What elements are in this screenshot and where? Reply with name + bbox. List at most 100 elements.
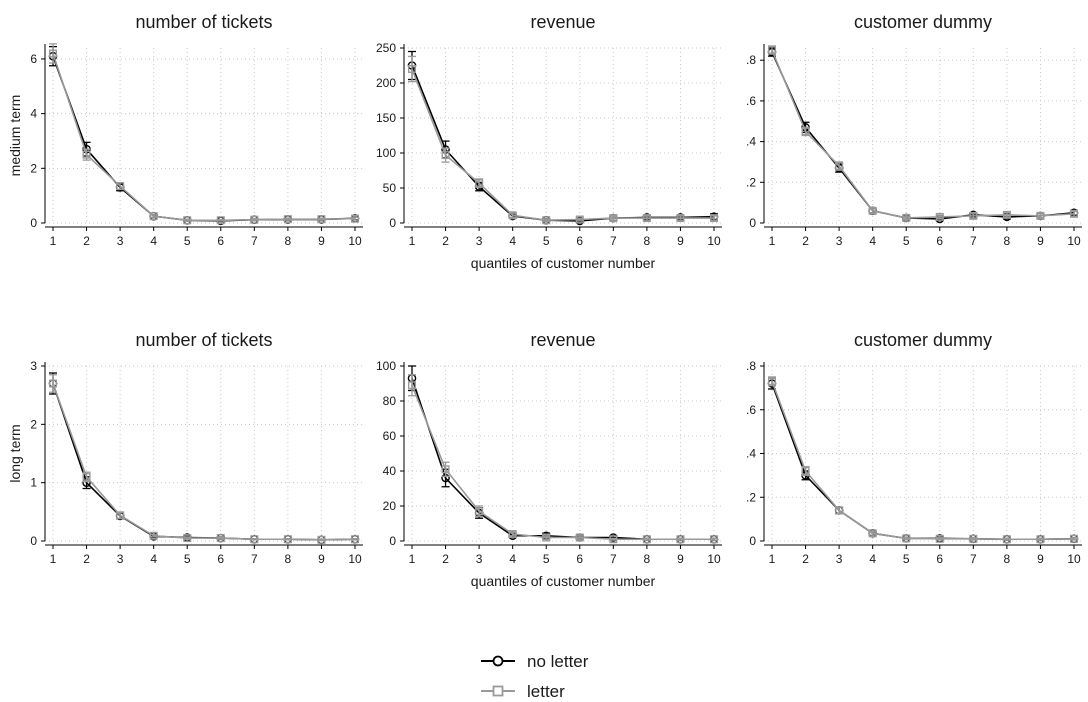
y-tick-label: 3 — [30, 359, 37, 373]
x-tick-label: 2 — [83, 234, 90, 248]
panel-3: 0 .2 .4 .6 .8 1 2 3 4 5 6 7 8 9 10 customer dummy — [746, 12, 1082, 248]
x-tick-label: 7 — [970, 552, 977, 566]
data-point-letter — [317, 535, 326, 544]
x-tick-label: 1 — [409, 552, 416, 566]
x-tick-label: 10 — [1067, 234, 1081, 248]
x-tick-label: 10 — [1067, 552, 1081, 566]
y-tick-label: 200 — [376, 76, 396, 90]
series-line-no-letter — [52, 383, 356, 541]
data-point-letter — [676, 214, 685, 223]
y-tick-label: 2 — [30, 417, 37, 431]
series-line-letter — [411, 384, 714, 541]
data-point-letter — [609, 535, 618, 544]
data-point-letter — [969, 211, 978, 220]
y-tick-label: 0 — [30, 534, 37, 548]
x-tick-label: 5 — [184, 234, 191, 248]
x-tick-label: 4 — [150, 234, 157, 248]
data-point-letter — [1069, 534, 1078, 543]
data-point-letter — [216, 534, 225, 543]
data-point-letter — [475, 507, 484, 516]
data-point-letter — [542, 533, 551, 542]
x-tick-label: 1 — [50, 234, 57, 248]
legend-label: no letter — [527, 652, 589, 671]
y-tick-label: 6 — [30, 52, 37, 66]
data-point-letter — [642, 535, 651, 544]
panel-title: number of tickets — [135, 330, 272, 350]
x-tick-label: 7 — [610, 234, 617, 248]
data-point-letter — [542, 216, 551, 225]
x-tick-label: 10 — [707, 552, 721, 566]
data-point-letter — [575, 215, 584, 224]
y-tick-label: 80 — [383, 394, 397, 408]
data-point-letter — [1002, 535, 1011, 544]
data-point-letter — [508, 211, 517, 220]
x-tick-label: 3 — [117, 552, 124, 566]
series-line-letter — [411, 68, 714, 222]
y-tick-label: 100 — [376, 146, 396, 160]
x-tick-label: 5 — [543, 552, 550, 566]
x-tick-label: 2 — [442, 552, 449, 566]
x-axis-label: quantiles of customer number — [471, 573, 656, 589]
x-tick-label: 10 — [348, 234, 362, 248]
data-point-letter — [642, 214, 651, 223]
y-tick-label: .2 — [746, 175, 756, 189]
panel-6: 0 .2 .4 .6 .8 1 2 3 4 5 6 7 8 9 10 customer dummy — [746, 330, 1082, 566]
x-tick-label: 10 — [707, 234, 721, 248]
data-point-letter — [768, 46, 777, 55]
data-point-letter — [408, 381, 417, 390]
data-point-letter — [1002, 210, 1011, 219]
data-point-letter — [935, 534, 944, 543]
x-tick-label: 6 — [217, 552, 224, 566]
x-tick-label: 5 — [543, 234, 550, 248]
data-point-letter — [441, 151, 450, 160]
x-tick-label: 8 — [285, 552, 292, 566]
x-tick-label: 9 — [677, 552, 684, 566]
data-point-letter — [902, 534, 911, 543]
data-point-letter — [801, 467, 810, 476]
panel-title: revenue — [530, 330, 595, 350]
y-tick-label: .8 — [746, 359, 756, 373]
x-tick-label: 3 — [836, 234, 843, 248]
x-tick-label: 8 — [1004, 234, 1011, 248]
data-point-letter — [835, 506, 844, 515]
legend: no letter letter — [481, 652, 589, 701]
x-axis-label: quantiles of customer number — [471, 255, 656, 271]
data-point-letter — [868, 206, 877, 215]
data-point-letter — [768, 377, 777, 386]
panel-1: 0 2 4 6 1 2 3 4 5 6 7 8 9 10 number of tickets medium t… — [7, 12, 363, 248]
data-point-letter — [49, 49, 58, 58]
x-tick-label: 6 — [217, 234, 224, 248]
data-point-letter — [508, 530, 517, 539]
data-point-letter — [351, 535, 360, 544]
series-line-letter — [771, 49, 1075, 219]
data-point-letter — [801, 127, 810, 136]
y-tick-label: 0 — [389, 534, 396, 548]
data-point-letter — [149, 531, 158, 540]
series-line-letter — [771, 381, 1075, 541]
data-point-letter — [676, 535, 685, 544]
x-tick-label: 4 — [509, 552, 516, 566]
panel-title: customer dummy — [854, 330, 992, 350]
x-tick-label: 6 — [576, 552, 583, 566]
data-point-letter — [1036, 211, 1045, 220]
x-tick-label: 4 — [869, 552, 876, 566]
y-tick-label: .6 — [746, 94, 756, 108]
x-tick-label: 3 — [117, 234, 124, 248]
x-tick-label: 9 — [318, 234, 325, 248]
y-tick-label: 0 — [30, 216, 37, 230]
y-tick-label: 1 — [30, 476, 37, 490]
x-tick-label: 2 — [802, 552, 809, 566]
data-point-letter — [317, 215, 326, 224]
y-tick-label: .8 — [746, 53, 756, 67]
series-line-letter — [52, 53, 356, 222]
data-point-letter — [902, 213, 911, 222]
data-point-letter — [283, 215, 292, 224]
data-point-letter — [116, 182, 125, 191]
x-tick-label: 5 — [903, 552, 910, 566]
data-point-letter — [475, 179, 484, 188]
legend-marker-square — [492, 685, 504, 697]
x-tick-label: 3 — [476, 234, 483, 248]
y-tick-label: 40 — [383, 464, 397, 478]
